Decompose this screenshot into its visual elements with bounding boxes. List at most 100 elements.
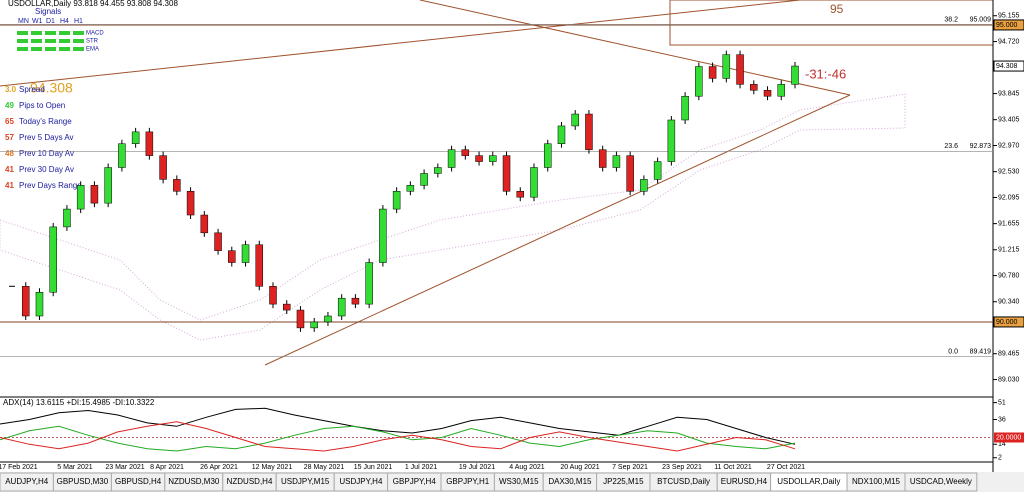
signal-light: [17, 47, 28, 51]
tab-label[interactable]: AUDJPY,H4: [5, 477, 49, 486]
fib-label: 23.6: [944, 143, 958, 150]
adx-line: [0, 421, 796, 452]
box-label: 95: [830, 2, 844, 16]
candle: [516, 191, 525, 198]
date-label: 12 May 2021: [252, 464, 293, 471]
candle: [475, 155, 483, 162]
fib-label: 38.2: [944, 16, 958, 23]
stat-value: 65: [5, 117, 14, 126]
candle: [365, 262, 373, 305]
price-tick-label: 95.155: [998, 13, 1020, 20]
price-tick-label: 90.780: [998, 272, 1020, 279]
candle: [241, 244, 250, 263]
date-label: 8 Apr 2021: [150, 464, 184, 471]
tab-label[interactable]: DAX30,M15: [548, 477, 592, 486]
tab[interactable]: [904, 472, 978, 492]
timeframe-label: D1: [46, 18, 55, 25]
countdown: -31:-46: [805, 66, 846, 81]
candle: [269, 286, 277, 305]
adx-tick-label: 36: [998, 416, 1006, 423]
candle: [214, 232, 222, 251]
candle: [63, 208, 71, 228]
timeframe-label: W1: [32, 18, 43, 25]
tab-label[interactable]: WS30,M15: [499, 477, 539, 486]
timeframe-label: MN: [18, 18, 29, 25]
price-tick-label: 92.970: [998, 142, 1020, 149]
candle: [612, 155, 621, 168]
stat-label: Prev 30 Day Av: [19, 165, 74, 174]
tab-label[interactable]: EURUSD,H4: [721, 477, 768, 486]
tab-label[interactable]: NZDUSD,H4: [227, 477, 273, 486]
signal-light: [31, 31, 42, 35]
signal-light: [59, 39, 70, 43]
date-label: 11 Oct 2021: [714, 464, 752, 471]
tab-label[interactable]: USDCAD,Weekly: [910, 477, 972, 486]
price-box: [993, 19, 1024, 31]
date-label: 1 Jul 2021: [405, 464, 437, 471]
candle: [667, 119, 676, 162]
stat-value: 57: [5, 133, 14, 142]
tab-label[interactable]: GBPUSD,M30: [57, 477, 109, 486]
candle: [35, 291, 44, 317]
price-tick-label: 89.030: [998, 376, 1020, 383]
tab-label[interactable]: BTCUSD,Daily: [657, 477, 710, 486]
candle: [76, 185, 85, 210]
candle: [118, 143, 126, 168]
tab-label[interactable]: GBPJPY,H4: [393, 477, 437, 486]
tab-label[interactable]: NDX100,M15: [852, 477, 901, 486]
candle: [447, 149, 456, 168]
candle: [543, 143, 552, 168]
price-tick-label: 94.720: [998, 38, 1020, 45]
candle: [461, 149, 470, 156]
tab-label[interactable]: GBPJPY,H1: [446, 477, 490, 486]
price-box-label: 94.308: [996, 63, 1018, 70]
date-label: 23 Mar 2021: [105, 464, 144, 471]
signal-name: STR: [86, 39, 99, 45]
stat-value: 41: [5, 165, 14, 174]
price-box: [993, 60, 1024, 72]
candle: [159, 155, 167, 180]
tab-label[interactable]: GBPUSD,H4: [115, 477, 162, 486]
candle: [255, 244, 264, 287]
candle: [90, 185, 99, 204]
fib-price: 89.419: [970, 348, 992, 355]
level-box-label: 20.0000: [996, 434, 1021, 441]
stat-value: 3.0: [5, 85, 17, 94]
tab-label[interactable]: USDJPY,M15: [281, 477, 330, 486]
price-tick-label: 91.215: [998, 247, 1020, 254]
date-label: 28 May 2021: [304, 464, 345, 471]
candle: [571, 113, 579, 127]
candle: [296, 309, 305, 329]
signal-light: [31, 47, 42, 51]
adx-line: [0, 407, 796, 445]
date-label: 20 Aug 2021: [560, 464, 599, 471]
candle: [736, 54, 744, 85]
candle: [791, 65, 799, 85]
tab-label[interactable]: USDJPY,H4: [339, 477, 383, 486]
candle: [530, 167, 538, 198]
price-tick-label: 92.530: [998, 169, 1020, 176]
candle: [392, 191, 401, 210]
signal-light: [73, 47, 84, 51]
stat-label: Pips to Open: [19, 101, 65, 110]
date-label: 27 Oct 2021: [767, 464, 805, 471]
candle: [186, 191, 195, 216]
tab-label[interactable]: NZDUSD,M30: [168, 477, 220, 486]
trend-line: [419, 0, 851, 96]
date-label: 23 Sep 2021: [662, 464, 702, 471]
fib-label: 0.0: [948, 348, 958, 355]
tab-label[interactable]: JP225,M15: [603, 477, 644, 486]
candle: [324, 315, 332, 323]
adx-label: ADX(14) 13.6115 +DI:15.4985 -DI:10.3322: [3, 398, 155, 407]
candle: [640, 179, 648, 192]
price-tick-label: 93.845: [998, 90, 1020, 97]
signal-light: [17, 31, 28, 35]
candle: [681, 95, 689, 121]
price-tick-label: 92.095: [998, 194, 1020, 201]
tab-label[interactable]: USDOLLAR,Daily: [777, 477, 840, 486]
stat-value: 41: [5, 181, 14, 190]
signal-light: [45, 31, 56, 35]
stat-label: Prev Days Range: [19, 181, 82, 190]
candle: [777, 84, 786, 97]
